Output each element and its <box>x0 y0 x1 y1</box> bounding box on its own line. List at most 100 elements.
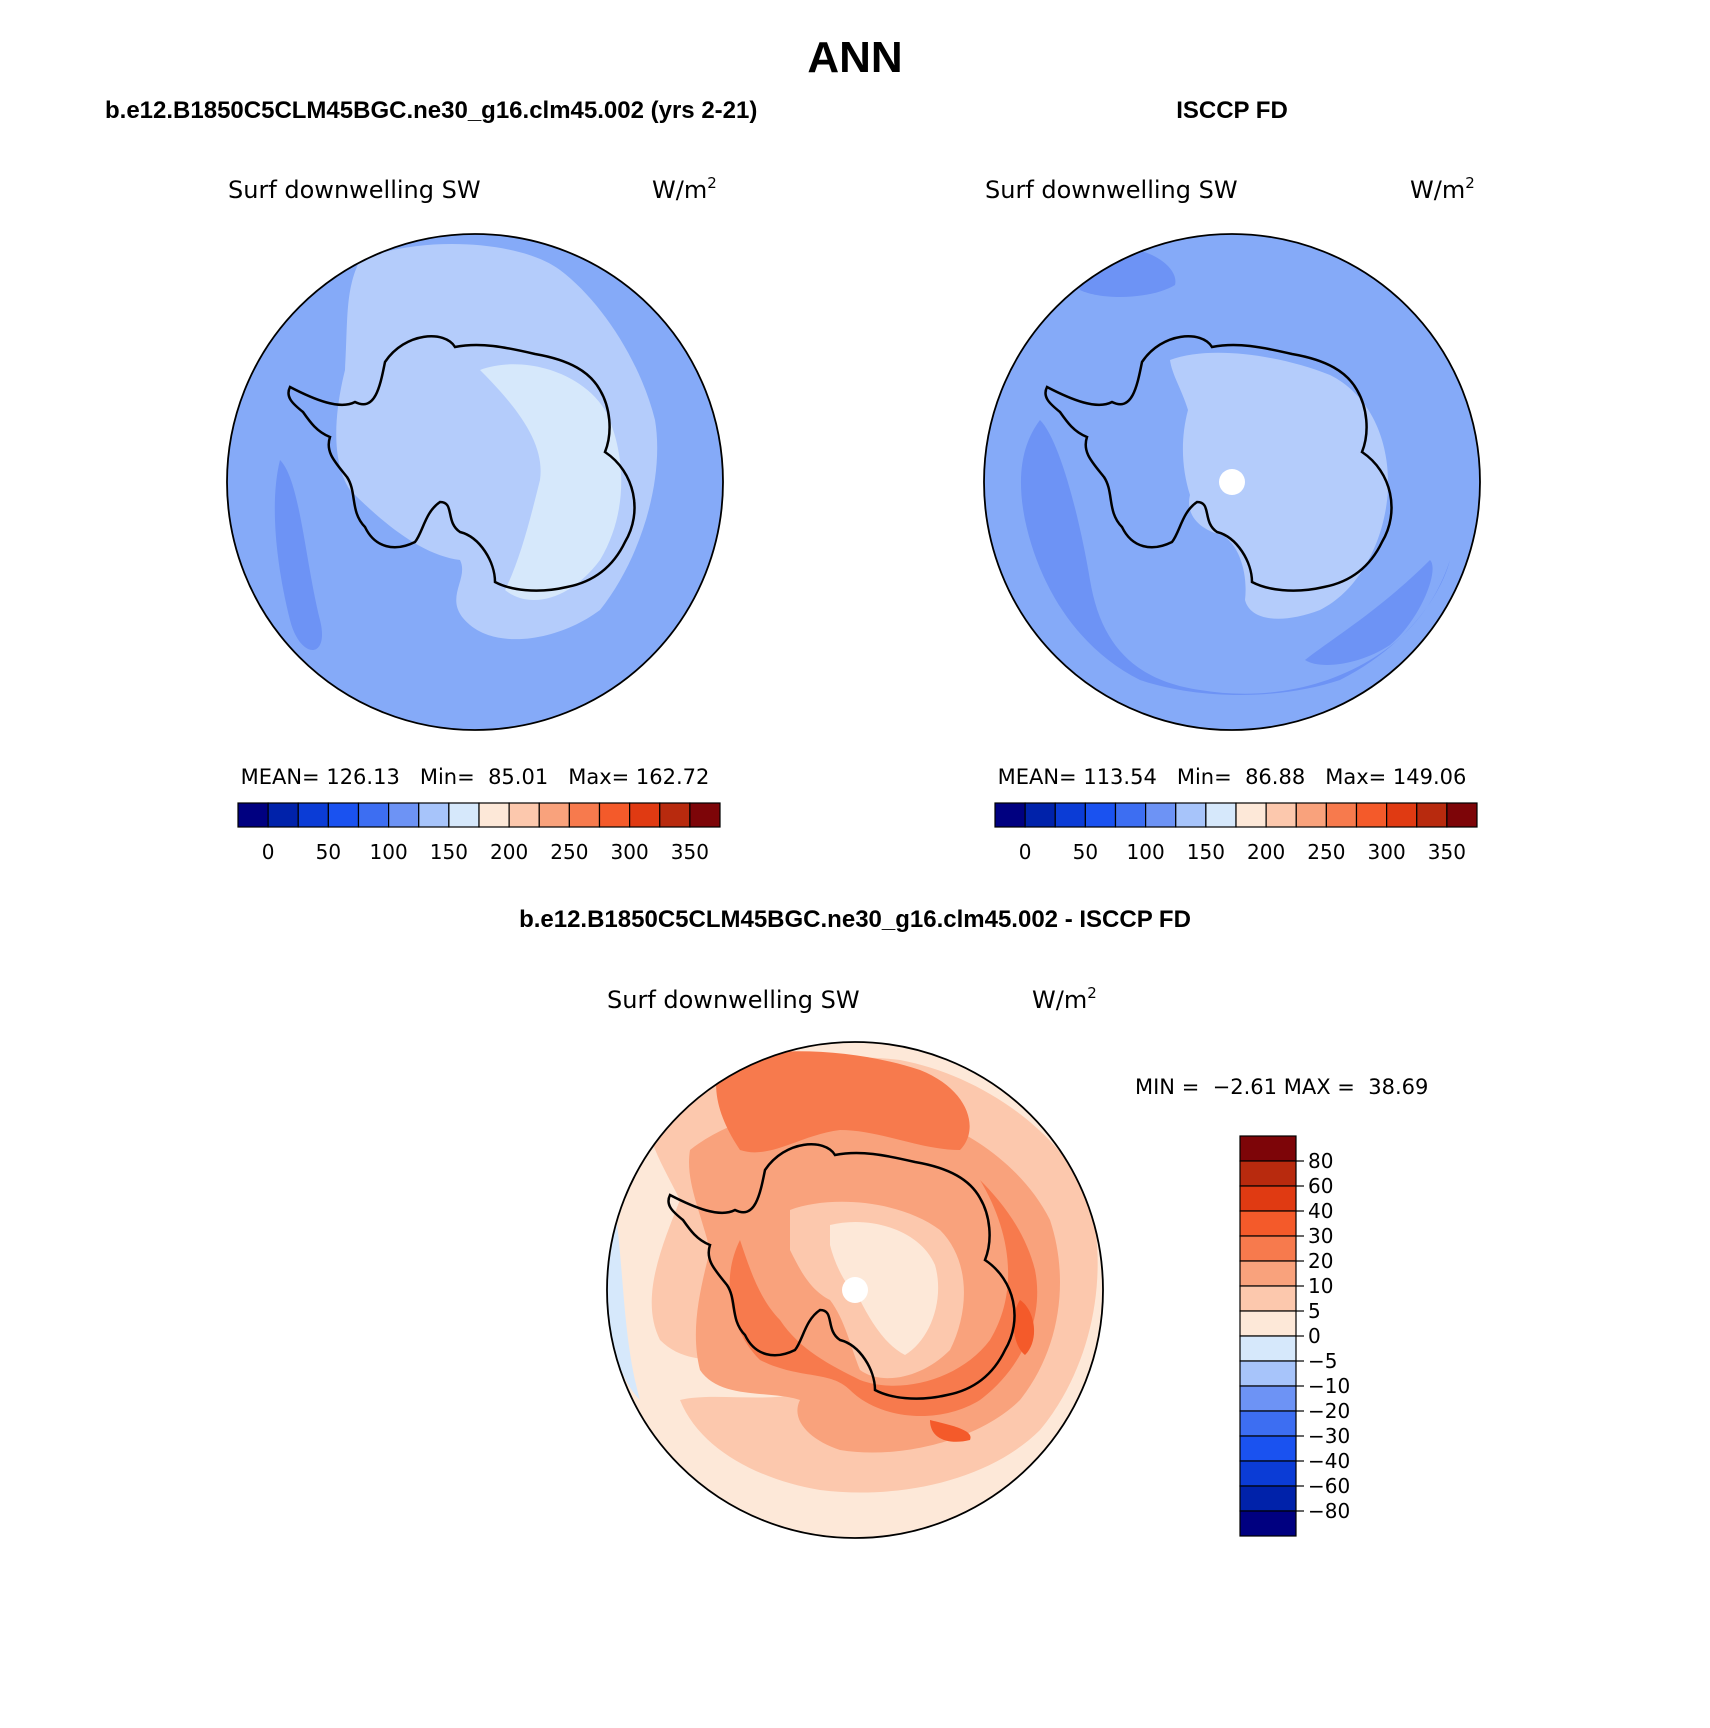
obs-field-band-low-east <box>1305 560 1433 665</box>
obs-colorbar-cell <box>1205 802 1237 828</box>
obs-colorbar-cell <box>994 802 1026 828</box>
obs-colorbar-cell <box>1084 802 1117 828</box>
diff-variable-label: Surf downwelling SW <box>607 986 860 1014</box>
model-field-band-low <box>274 460 323 650</box>
obs-variable-label: Surf downwelling SW <box>985 176 1238 204</box>
diff-pole-hole <box>842 1277 868 1303</box>
obs-colorbar-cell <box>1175 802 1207 828</box>
model-colorbar-tick-label: 300 <box>611 840 649 864</box>
diff-panel: b.e12.B1850C5CLM45BGC.ne30_g16.clm45.002… <box>519 906 1428 1539</box>
model-stats: MEAN= 126.13 Min= 85.01 Max= 162.72 <box>241 765 710 789</box>
model-variable-label: Surf downwelling SW <box>228 176 481 204</box>
model-panel: b.e12.B1850C5CLM45BGC.ne30_g16.clm45.002… <box>105 97 757 864</box>
obs-field-band-mid <box>1170 352 1389 619</box>
model-colorbar-tick-label: 200 <box>490 840 528 864</box>
diff-field-peak-south <box>930 1420 971 1442</box>
diff-colorbar-cell <box>1239 1135 1297 1162</box>
model-colorbar-cell <box>297 802 329 828</box>
model-colorbar-tick-label: 0 <box>262 840 275 864</box>
diff-colorbar-tick-label: −5 <box>1308 1349 1337 1373</box>
model-colorbar-tick-label: 250 <box>550 840 588 864</box>
obs-colorbar-cell <box>1325 802 1358 828</box>
diff-colorbar-cell <box>1239 1260 1297 1287</box>
diff-colorbar-tick-label: 0 <box>1308 1324 1321 1348</box>
diff-colorbar-cell <box>1239 1385 1297 1412</box>
obs-panel: ISCCP FD Surf downwelling SW W/m2 MEAN= … <box>983 97 1481 864</box>
diff-colorbar-cell <box>1239 1210 1297 1237</box>
obs-colorbar-tick-label: 200 <box>1247 840 1285 864</box>
diff-field-higher <box>716 1051 970 1153</box>
obs-map-border <box>983 233 1481 731</box>
diff-colorbar-tick-label: −40 <box>1308 1449 1350 1473</box>
diff-colorbar-tick-label: −10 <box>1308 1374 1350 1398</box>
obs-colorbar-cell <box>1355 802 1388 828</box>
diff-colorbar-cell <box>1239 1485 1297 1512</box>
obs-colorbar-cell <box>1446 802 1478 828</box>
diff-colorbar-cell <box>1239 1310 1297 1337</box>
obs-colorbar-cell <box>1145 802 1177 828</box>
diff-colorbar-cell <box>1239 1410 1297 1437</box>
model-colorbar-cell <box>267 802 299 828</box>
obs-colorbar-cell <box>1265 802 1297 828</box>
diff-colorbar-tick-label: 30 <box>1308 1224 1333 1248</box>
obs-colorbar-tick-label: 0 <box>1019 840 1032 864</box>
diff-panel-title: b.e12.B1850C5CLM45BGC.ne30_g16.clm45.002… <box>519 906 1191 933</box>
model-map <box>227 234 723 730</box>
model-colorbar-tick-label: 350 <box>671 840 709 864</box>
obs-map <box>984 234 1480 730</box>
model-colorbar-cell <box>357 802 390 828</box>
model-colorbar-cell <box>598 802 631 828</box>
obs-panel-title: ISCCP FD <box>1176 97 1288 124</box>
model-colorbar-cell <box>508 802 540 828</box>
model-field-band-ice <box>480 364 622 600</box>
diff-colorbar-tick-label: 5 <box>1308 1299 1321 1323</box>
obs-colorbar-tick-label: 50 <box>1073 840 1098 864</box>
model-colorbar-cell <box>478 802 510 828</box>
diff-colorbar-tick-label: −30 <box>1308 1424 1350 1448</box>
model-colorbar: 0 50 100 150 200 250 300 350 <box>237 802 721 864</box>
diff-colorbar-tick-label: 60 <box>1308 1174 1333 1198</box>
obs-colorbar: 0 50 100 150 200 250 300 350 <box>994 802 1478 864</box>
model-colorbar-tick-label: 100 <box>370 840 408 864</box>
model-colorbar-tick-label: 150 <box>430 840 468 864</box>
obs-colorbar-tick-label: 250 <box>1307 840 1345 864</box>
diff-colorbar-tick-label: 80 <box>1308 1149 1333 1173</box>
model-colorbar-cell <box>237 802 269 828</box>
page-title: ANN <box>807 33 902 82</box>
diff-colorbar-tick-label: 10 <box>1308 1274 1333 1298</box>
obs-stats: MEAN= 113.54 Min= 86.88 Max= 149.06 <box>998 765 1467 789</box>
diff-map-border <box>606 1041 1104 1539</box>
model-colorbar-cell <box>659 802 691 828</box>
diff-colorbar-cell <box>1239 1285 1297 1312</box>
obs-colorbar-cell <box>1416 802 1448 828</box>
diff-colorbar-tick-label: −20 <box>1308 1399 1350 1423</box>
diff-field-ice-core <box>830 1221 939 1355</box>
model-colorbar-cell <box>629 802 661 828</box>
diff-colorbar-cell <box>1239 1185 1297 1212</box>
obs-colorbar-cell <box>1054 802 1086 828</box>
obs-colorbar-tick-label: 350 <box>1428 840 1466 864</box>
obs-units-label: W/m2 <box>1410 174 1475 204</box>
model-panel-title: b.e12.B1850C5CLM45BGC.ne30_g16.clm45.002… <box>105 97 757 124</box>
obs-colorbar-cell <box>1024 802 1056 828</box>
obs-colorbar-cell <box>1114 802 1147 828</box>
obs-pole-hole <box>1219 469 1245 495</box>
diff-colorbar-cell <box>1239 1435 1297 1462</box>
diff-colorbar-cell <box>1239 1235 1297 1262</box>
obs-colorbar-cell <box>1235 802 1267 828</box>
model-colorbar-cell <box>388 802 420 828</box>
model-units-label: W/m2 <box>652 174 717 204</box>
diff-field-higher-ring <box>729 1180 1038 1417</box>
model-colorbar-cell <box>689 802 721 828</box>
diff-colorbar-tick-label: −80 <box>1308 1499 1350 1523</box>
diff-colorbar-cell <box>1239 1460 1297 1487</box>
model-colorbar-cell <box>538 802 570 828</box>
diff-map <box>607 1042 1103 1538</box>
diff-field-peak-east <box>1013 1300 1035 1355</box>
diff-colorbar-cell <box>1239 1160 1297 1187</box>
diff-colorbar-tick-label: 40 <box>1308 1199 1333 1223</box>
diff-colorbar-tick-label: 20 <box>1308 1249 1333 1273</box>
model-colorbar-cell <box>327 802 360 828</box>
